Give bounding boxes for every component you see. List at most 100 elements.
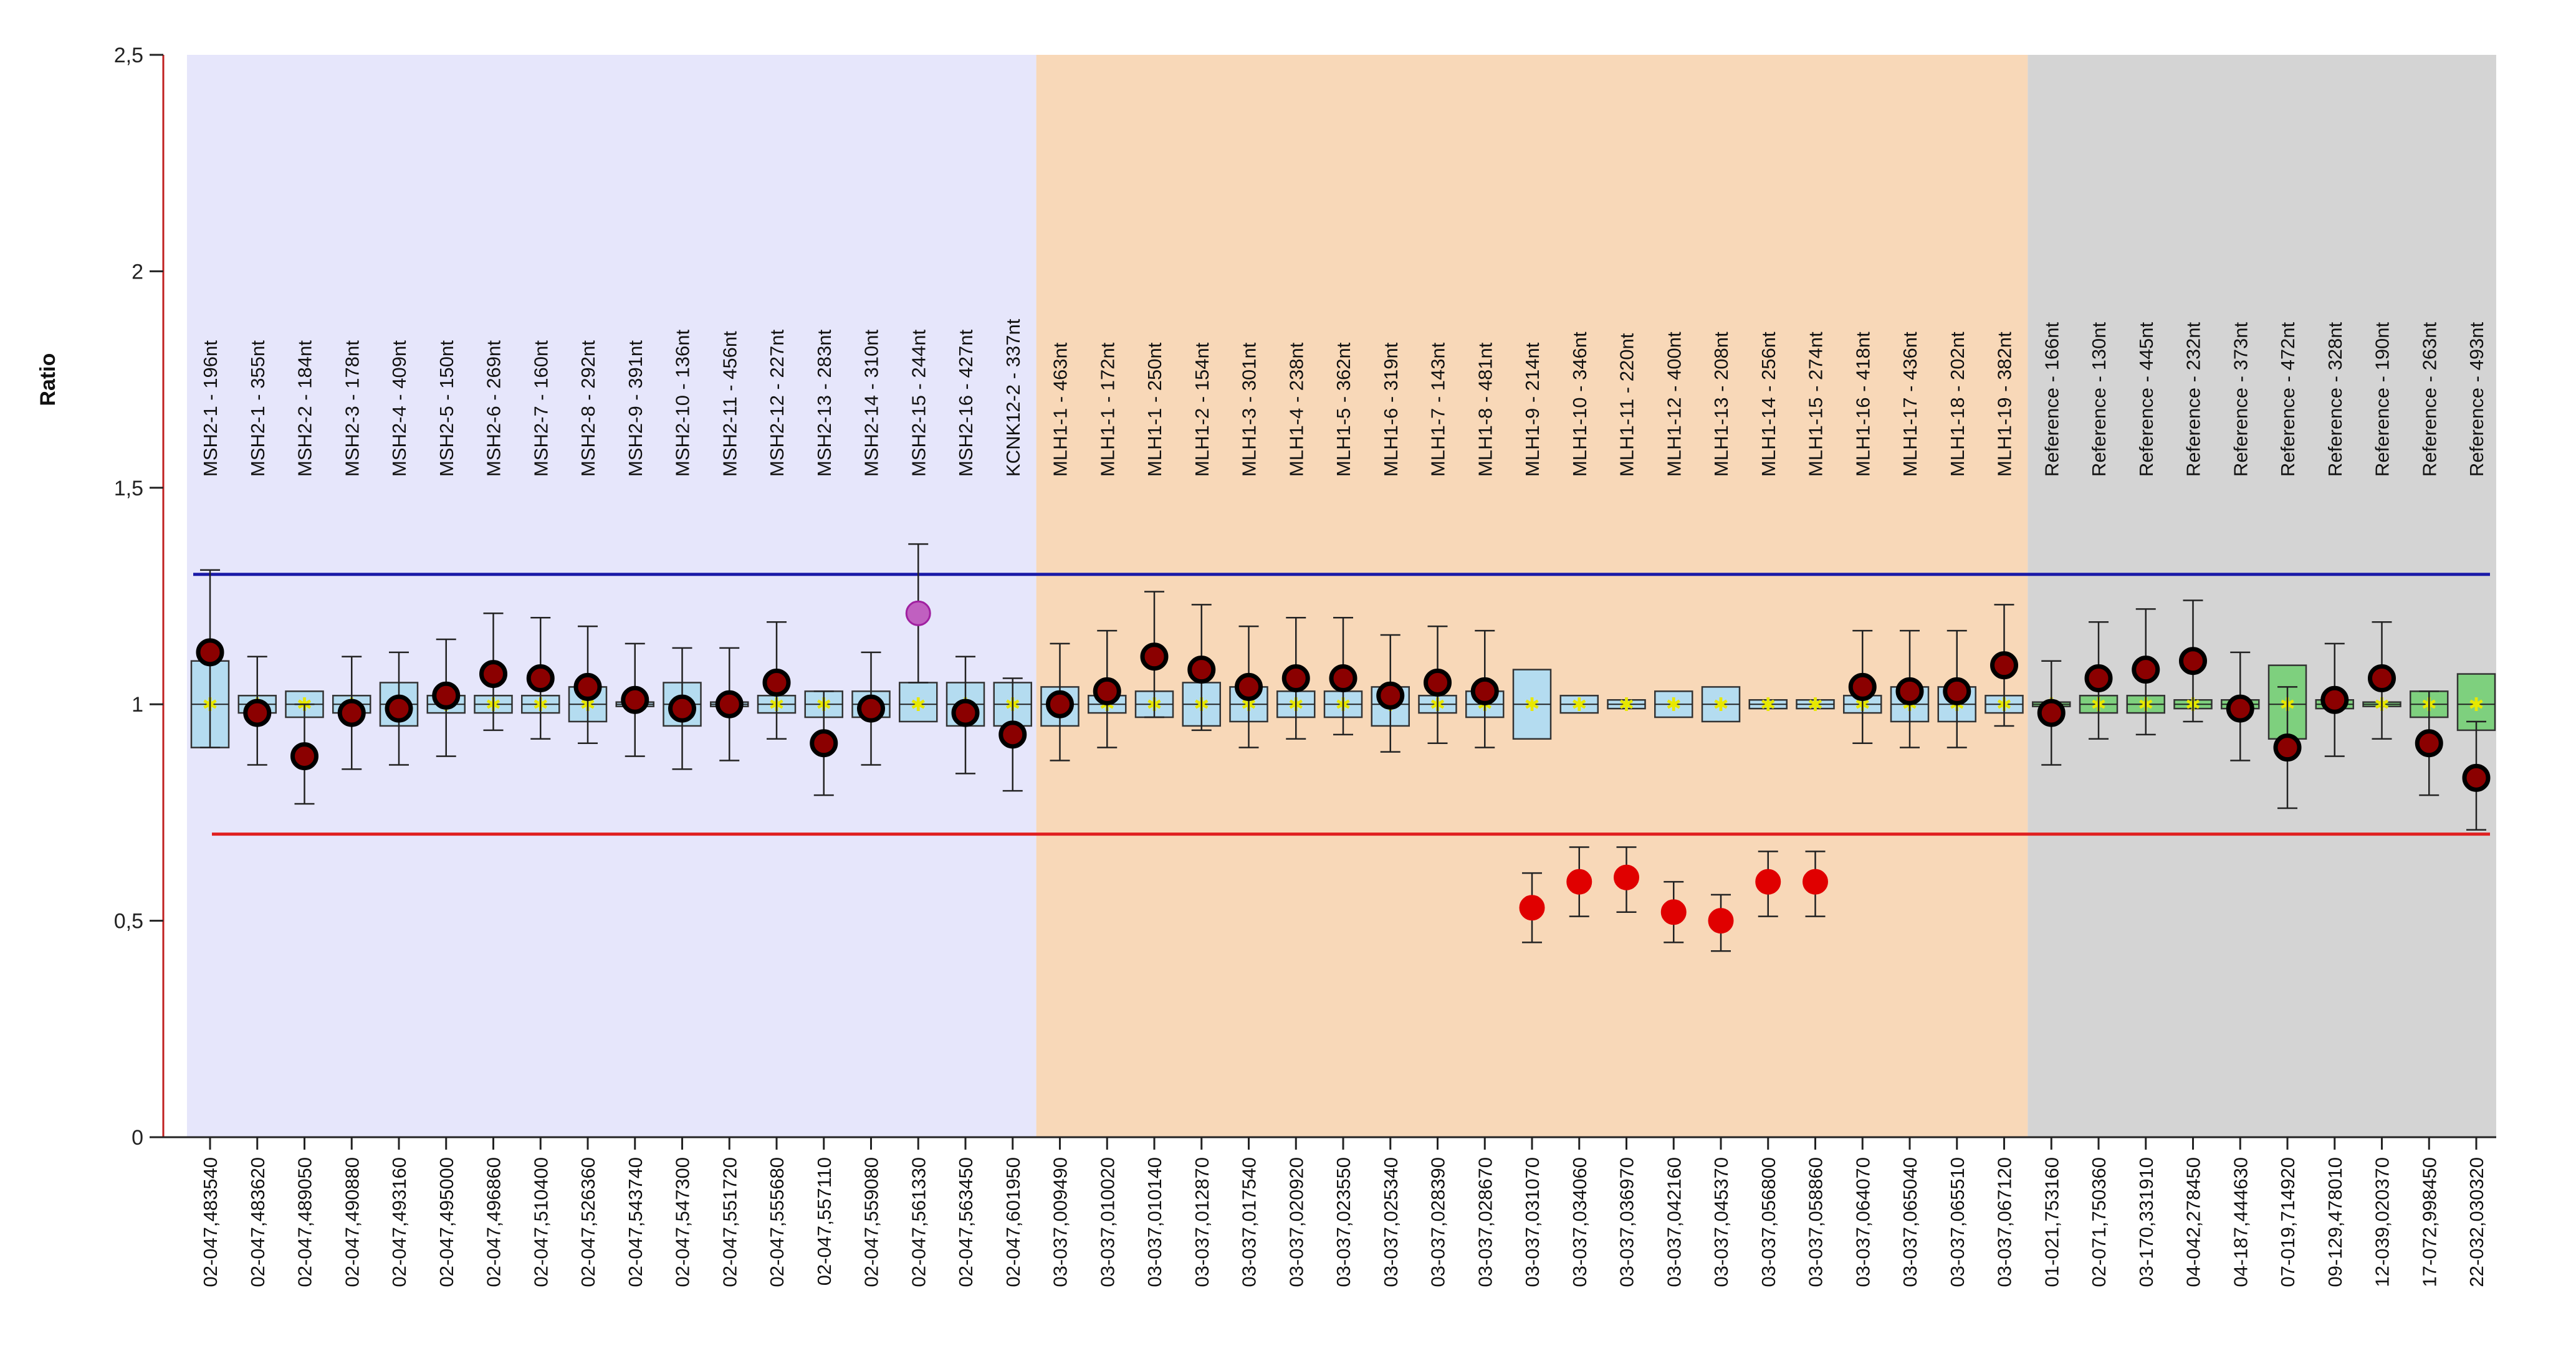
coordinate-label: 22-032,030320 (2466, 1157, 2487, 1287)
ratio-dot (1755, 869, 1781, 895)
coordinate-label: 02-071,750360 (2088, 1157, 2110, 1287)
probe-26: ✱ (1371, 634, 1410, 1150)
box (899, 682, 938, 723)
threshold-lines (193, 573, 2490, 836)
coordinate-label: 02-047,483540 (199, 1157, 221, 1287)
coordinate-label: 02-047,559080 (861, 1157, 883, 1287)
probe-18: ✱ (993, 677, 1032, 1150)
probe-3: ✱ (285, 690, 324, 1150)
median-marker: ✱ (2468, 694, 2484, 716)
coordinate-label: 01-021,753160 (2041, 1157, 2062, 1287)
coordinate-label: 02-047,563450 (955, 1157, 977, 1287)
probe-label: MSH2-7 - 160nt (530, 340, 552, 477)
ratio-dot (2320, 685, 2349, 714)
probe-30: ✱ (1559, 694, 1599, 1150)
probe-47: ✱ (2362, 621, 2401, 1150)
ratio-dot (715, 690, 744, 718)
probe-label: MSH2-1 - 196nt (199, 340, 221, 477)
coordinate-label: 03-037,025340 (1380, 1157, 1402, 1287)
probe-23: ✱ (1229, 625, 1268, 1150)
probe-44: ✱ (2221, 651, 2260, 1150)
coordinate-label: 03-037,042160 (1663, 1157, 1685, 1287)
probe-label: Reference - 263nt (2418, 322, 2440, 477)
probe-label: MSH2-2 - 184nt (294, 340, 316, 477)
probe-label: MLH1-2 - 154nt (1191, 342, 1213, 477)
coordinate-label: 03-037,012870 (1191, 1157, 1213, 1287)
probe-series: ✱✱✱✱✱✱✱✱✱✱✱✱✱✱✱✱✱✱✱✱✱✱✱✱✱✱✱✱✱✱✱✱✱✱✱✱✱✱✱✱… (190, 543, 2496, 1150)
probe-label: MLH1-10 - 346nt (1569, 332, 1591, 477)
probe-1: ✱ (190, 569, 230, 1150)
coordinate-label: 03-170,331910 (2135, 1157, 2157, 1287)
ratio-dot (1424, 668, 1452, 697)
ratio-dot (479, 660, 507, 689)
coordinate-label: 02-047,547300 (672, 1157, 694, 1287)
probe-42: ✱ (2126, 608, 2165, 1150)
probe-label: MSH2-5 - 150nt (436, 340, 457, 477)
ratio-dot (2226, 694, 2254, 723)
coordinate-label: 09-129,478010 (2324, 1157, 2346, 1287)
probe-29: ✱ (1512, 669, 1552, 1150)
probe-40: ✱ (2032, 660, 2071, 1150)
probe-label: MLH1-14 - 256nt (1758, 332, 1779, 477)
coordinate-label: 03-037,028670 (1474, 1157, 1496, 1287)
ratio-dot (762, 668, 791, 697)
ratio-dot (857, 694, 885, 723)
coordinate-label: 02-047,526360 (577, 1157, 599, 1287)
ratio-dot (2368, 664, 2396, 693)
ratio-dot (1093, 677, 1121, 705)
probe-label: MSH2-11 - 456nt (719, 331, 740, 477)
coordinate-label: 02-047,561330 (907, 1157, 929, 1287)
median-marker: ✱ (1571, 694, 1587, 716)
y-tick-label: 1,5 (114, 477, 143, 500)
band-reference (2028, 55, 2496, 1137)
probe-label: MSH2-15 - 244nt (907, 330, 929, 477)
coordinate-label: 02-047,489050 (294, 1157, 316, 1287)
probe-label: MLH1-16 - 418nt (1852, 332, 1874, 477)
coordinate-label: 02-047,495000 (436, 1157, 457, 1287)
ratio-dot (905, 600, 931, 626)
probe-label: Reference - 166nt (2041, 322, 2062, 477)
y-tick-label: 2 (132, 260, 143, 284)
probe-9: ✱ (568, 625, 608, 1150)
probe-label: MLH1-11 - 220nt (1616, 333, 1638, 477)
probe-label: MSH2-3 - 178nt (341, 340, 363, 477)
probe-37: ✱ (1890, 629, 1930, 1150)
probe-15: ✱ (851, 651, 891, 1150)
ratio-dot (1660, 899, 1687, 925)
coordinate-label: 03-037,009490 (1050, 1157, 1071, 1287)
probe-46: ✱ (2315, 642, 2354, 1150)
probe-24: ✱ (1276, 616, 1316, 1150)
probe-32: ✱ (1654, 690, 1693, 1150)
probe-label: MLH1-19 - 382nt (1994, 332, 2016, 477)
coordinate-label: 03-037,020920 (1285, 1157, 1307, 1287)
coordinate-label: 03-037,017540 (1238, 1157, 1260, 1287)
probe-19: ✱ (1040, 642, 1080, 1150)
probe-label: MLH1-17 - 436nt (1899, 332, 1921, 477)
median-marker: ✱ (911, 694, 926, 716)
ratio-dot (1187, 656, 1216, 684)
probe-8: ✱ (521, 616, 560, 1150)
coordinate-label: 02-047,483620 (247, 1157, 269, 1287)
probe-16: ✱ (899, 543, 938, 1150)
probe-36: ✱ (1843, 629, 1882, 1150)
probe-label: KCNK12-2 - 337nt (1002, 318, 1024, 477)
ratio-dot (621, 685, 649, 714)
probe-label: MSH2-12 - 227nt (766, 330, 788, 477)
coordinate-label: 03-037,010020 (1096, 1157, 1118, 1287)
probe-43: ✱ (2173, 599, 2213, 1150)
coordinate-label: 17-072,998450 (2418, 1157, 2440, 1287)
probe-label: MLH1-4 - 238nt (1285, 342, 1307, 477)
group-bands (187, 55, 2496, 1137)
coordinate-label: 02-047,557110 (813, 1157, 835, 1286)
y-tick-label: 0,5 (114, 910, 143, 933)
probe-7: ✱ (474, 613, 513, 1150)
probe-label: Reference - 190nt (2372, 322, 2393, 477)
probe-45: ✱ (2267, 664, 2307, 1150)
coordinate-label: 03-037,036970 (1616, 1157, 1638, 1287)
ratio-dot (1519, 895, 1545, 921)
median-marker: ✱ (1713, 694, 1728, 716)
ratio-dot (337, 699, 366, 727)
probe-41: ✱ (2079, 621, 2119, 1150)
probe-33: ✱ (1701, 686, 1741, 1150)
